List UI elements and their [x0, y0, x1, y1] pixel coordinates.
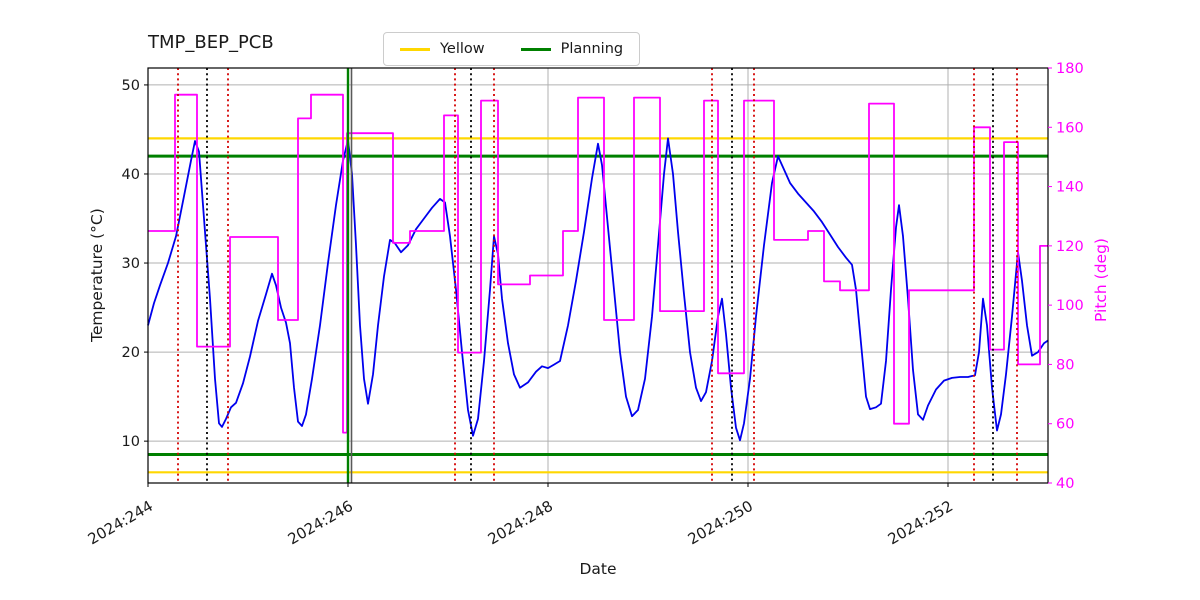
- date-tick-label: 2024:250: [685, 497, 756, 549]
- temp-tick-label: 50: [122, 78, 140, 94]
- pitch-tick-label: 120: [1056, 239, 1084, 255]
- temperature-series: [147, 137, 1049, 442]
- date-tick-label: 2024:248: [485, 497, 556, 549]
- legend: Yellow Planning: [383, 32, 641, 66]
- left-axis-label: Temperature (°C): [88, 208, 106, 342]
- date-tick-label: 2024:246: [285, 497, 356, 549]
- pitch-tick-label: 40: [1056, 476, 1074, 492]
- pitch-tick-label: 60: [1056, 417, 1074, 433]
- temp-tick-label: 10: [122, 434, 140, 450]
- pitch-tick-label: 140: [1056, 180, 1084, 196]
- temp-tick-label: 40: [122, 167, 140, 183]
- legend-label: Yellow: [440, 41, 485, 57]
- legend-item-planning: Planning: [520, 41, 624, 57]
- pitch-series: [148, 93, 1048, 434]
- right-axis-label: Pitch (deg): [1092, 238, 1110, 322]
- temp-tick-label: 20: [122, 345, 140, 361]
- legend-line-swatch: [400, 47, 430, 51]
- pitch-tick-label: 80: [1056, 357, 1074, 373]
- x-axis-label: Date: [579, 560, 617, 578]
- date-tick-label: 2024:252: [885, 497, 956, 549]
- pitch-tick-label: 180: [1056, 61, 1084, 77]
- date-tick-label: 2024:244: [85, 497, 156, 549]
- temp-tick-label: 30: [122, 256, 140, 272]
- legend-item-yellow: Yellow: [400, 41, 485, 57]
- chart-title: TMP_BEP_PCB: [148, 32, 274, 53]
- legend-label: Planning: [560, 41, 624, 57]
- pitch-tick-label: 100: [1056, 298, 1084, 314]
- pitch-tick-label: 160: [1056, 120, 1084, 136]
- legend-line-swatch: [520, 47, 551, 51]
- plot-border: [147, 67, 1049, 484]
